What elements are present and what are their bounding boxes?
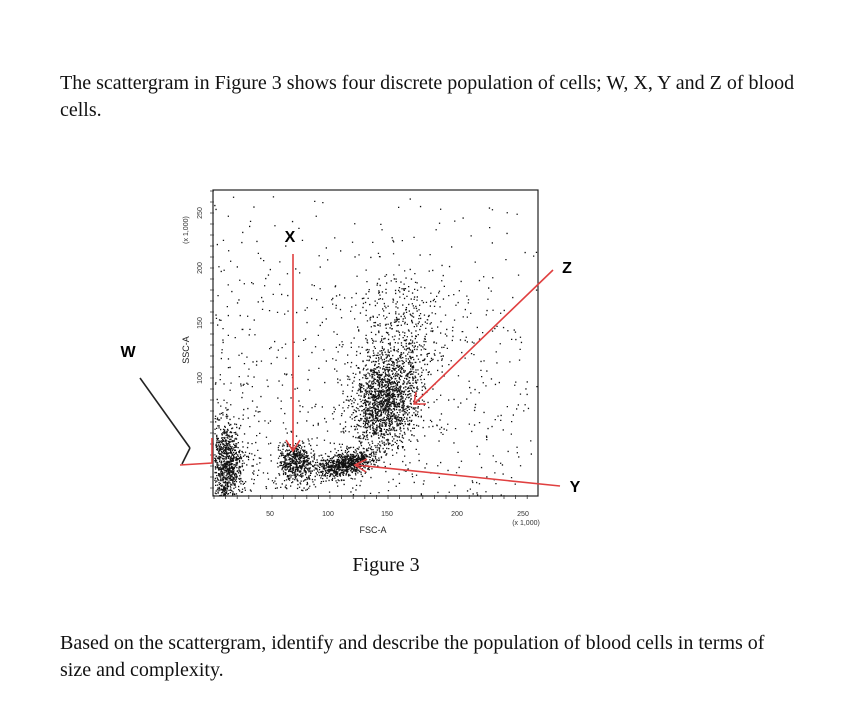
arrowhead bbox=[285, 439, 301, 453]
y-axis-title: SSC-A bbox=[181, 336, 191, 364]
arrows bbox=[179, 254, 561, 487]
x-tick-label: 200 bbox=[451, 511, 463, 518]
question-text: Based on the scattergram, identify and d… bbox=[60, 632, 765, 681]
x-tick-label: 250 bbox=[517, 511, 529, 518]
y-tick-label: 150 bbox=[197, 317, 204, 329]
plot-frame bbox=[212, 189, 539, 497]
label-y: Y bbox=[570, 479, 581, 496]
arrow-w bbox=[139, 377, 191, 449]
y-tick-label: 250 bbox=[197, 207, 204, 219]
y-tick-label: 100 bbox=[197, 372, 204, 384]
arrowhead bbox=[413, 391, 426, 405]
arrow-w bbox=[181, 447, 191, 465]
arrowhead bbox=[353, 458, 368, 473]
label-w: W bbox=[120, 344, 136, 361]
axis-ticks bbox=[210, 190, 528, 499]
scatter-points bbox=[214, 196, 538, 497]
scatter-dots bbox=[214, 196, 538, 497]
arrow-y bbox=[355, 464, 561, 487]
arrow-z bbox=[414, 269, 554, 404]
y-axis-unit: (x 1,000) bbox=[183, 216, 190, 244]
x-axis-unit: (x 1,000) bbox=[512, 520, 540, 527]
x-tick-label: 150 bbox=[381, 511, 393, 518]
intro-text: The scattergram in Figure 3 shows four d… bbox=[60, 72, 795, 121]
arrow-w-head bbox=[179, 438, 213, 466]
x-axis-title: FSC-A bbox=[360, 525, 387, 535]
figure-caption: Figure 3 bbox=[352, 554, 419, 576]
y-tick-label: 200 bbox=[197, 262, 204, 274]
label-x: X bbox=[285, 229, 296, 246]
x-tick-label: 100 bbox=[322, 511, 334, 518]
x-tick-label: 50 bbox=[266, 511, 274, 518]
label-z: Z bbox=[562, 260, 572, 277]
tick-marks bbox=[210, 190, 528, 499]
